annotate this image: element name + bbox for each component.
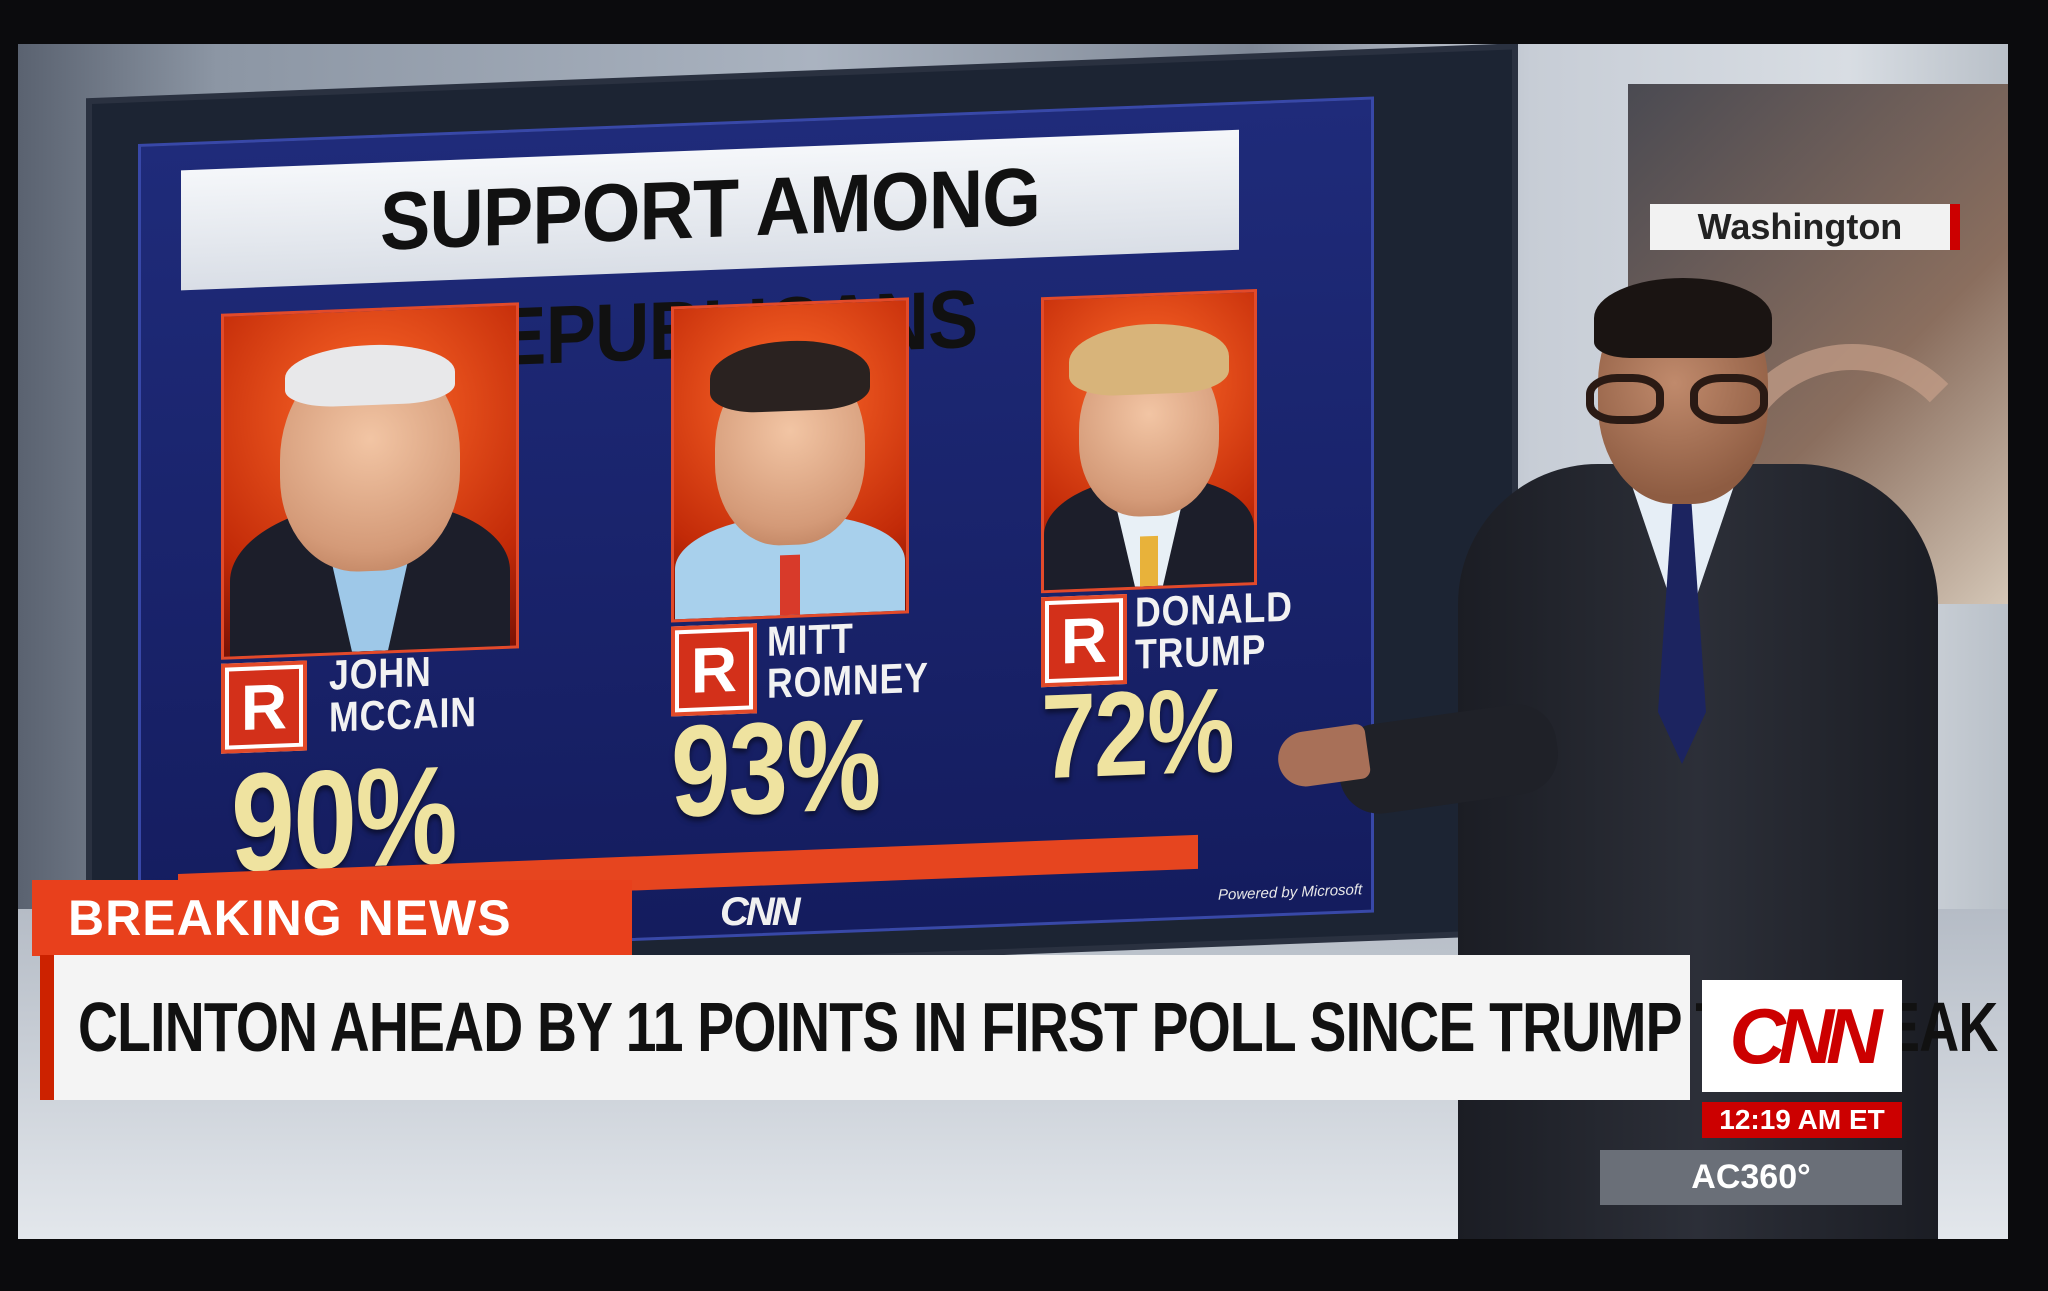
news-anchor bbox=[1274, 278, 1938, 1239]
candidate-card-mccain: R JOHN MCCAIN 90% bbox=[221, 301, 551, 901]
location-tag: Washington bbox=[1650, 204, 1960, 250]
candidate-card-trump: R DONALD TRUMP 72% bbox=[1041, 285, 1371, 804]
party-badge: R bbox=[221, 660, 307, 754]
poll-graphic: SUPPORT AMONG REPUBLICANS R JOHN MCCAIN … bbox=[138, 96, 1374, 960]
candidate-name: DONALD TRUMP bbox=[1135, 582, 1293, 678]
candidate-photo bbox=[671, 297, 909, 623]
cnn-logo-icon: CNN bbox=[1729, 991, 1883, 1080]
time-display: 12:19 AM ET bbox=[1702, 1102, 1902, 1138]
cnn-watermark: CNN bbox=[720, 890, 801, 934]
headline-text: CLINTON AHEAD BY 11 POINTS IN FIRST POLL… bbox=[78, 988, 1998, 1066]
candidate-name: JOHN MCCAIN bbox=[329, 647, 477, 741]
network-logo-box: CNN bbox=[1702, 980, 1902, 1092]
show-name-tag: AC360° bbox=[1600, 1150, 1902, 1205]
candidate-photo bbox=[1041, 289, 1257, 594]
headline-bar: CLINTON AHEAD BY 11 POINTS IN FIRST POLL… bbox=[40, 955, 1998, 1100]
candidate-percent: 93% bbox=[671, 690, 880, 845]
graphic-title: SUPPORT AMONG REPUBLICANS bbox=[181, 129, 1239, 385]
candidate-photo bbox=[221, 302, 519, 660]
breaking-news-label: BREAKING NEWS bbox=[32, 880, 632, 956]
candidate-percent: 72% bbox=[1041, 662, 1234, 805]
